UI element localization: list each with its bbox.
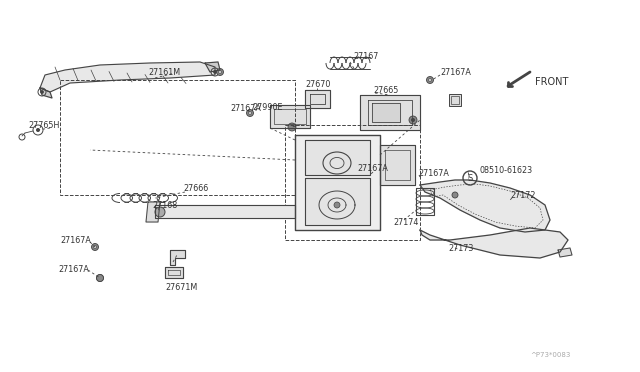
Circle shape bbox=[155, 207, 165, 217]
Text: 27665: 27665 bbox=[373, 86, 398, 94]
Polygon shape bbox=[170, 250, 185, 265]
Polygon shape bbox=[305, 178, 370, 225]
Circle shape bbox=[36, 128, 40, 132]
Polygon shape bbox=[165, 267, 183, 278]
Polygon shape bbox=[380, 145, 415, 185]
Circle shape bbox=[288, 123, 296, 131]
Text: 27167: 27167 bbox=[353, 51, 378, 61]
Circle shape bbox=[93, 246, 97, 248]
Text: 27671M: 27671M bbox=[165, 282, 197, 292]
Polygon shape bbox=[420, 180, 550, 232]
Circle shape bbox=[218, 71, 221, 74]
Polygon shape bbox=[40, 62, 215, 92]
Polygon shape bbox=[420, 228, 568, 258]
Circle shape bbox=[40, 90, 44, 93]
Circle shape bbox=[411, 118, 415, 122]
Polygon shape bbox=[360, 95, 420, 130]
Text: S: S bbox=[467, 173, 472, 183]
Text: 27173: 27173 bbox=[448, 244, 474, 253]
Polygon shape bbox=[155, 205, 295, 218]
Circle shape bbox=[97, 275, 104, 282]
Text: 27765H: 27765H bbox=[28, 121, 60, 129]
Text: 27666: 27666 bbox=[183, 183, 208, 192]
Circle shape bbox=[99, 276, 102, 279]
Circle shape bbox=[367, 171, 374, 179]
Polygon shape bbox=[372, 103, 400, 122]
Polygon shape bbox=[270, 105, 310, 128]
Text: 27167A: 27167A bbox=[60, 235, 91, 244]
Bar bbox=[451, 96, 459, 104]
Circle shape bbox=[246, 109, 253, 116]
Circle shape bbox=[97, 275, 104, 282]
Circle shape bbox=[409, 116, 417, 124]
Circle shape bbox=[248, 112, 252, 115]
Bar bbox=[60, 80, 295, 195]
Bar bbox=[285, 125, 420, 240]
Text: 27167A: 27167A bbox=[418, 169, 449, 177]
Circle shape bbox=[334, 202, 340, 208]
Circle shape bbox=[426, 77, 433, 83]
Text: 27161M: 27161M bbox=[148, 67, 180, 77]
Text: 27990E: 27990E bbox=[252, 103, 282, 112]
Polygon shape bbox=[305, 90, 330, 108]
Text: 27167A: 27167A bbox=[357, 164, 388, 173]
Text: 27167A: 27167A bbox=[58, 266, 89, 275]
Polygon shape bbox=[146, 202, 160, 222]
Polygon shape bbox=[40, 88, 52, 98]
Text: 27172: 27172 bbox=[510, 190, 536, 199]
Text: 27174: 27174 bbox=[393, 218, 419, 227]
Text: ^P73*0083: ^P73*0083 bbox=[530, 352, 570, 358]
Text: 08510-61623: 08510-61623 bbox=[480, 166, 533, 174]
Polygon shape bbox=[205, 62, 220, 72]
Circle shape bbox=[452, 192, 458, 198]
Text: 27670: 27670 bbox=[305, 80, 330, 89]
Polygon shape bbox=[295, 135, 380, 230]
Text: 27167A: 27167A bbox=[230, 103, 261, 112]
Text: 27168: 27168 bbox=[152, 201, 177, 209]
Circle shape bbox=[369, 173, 371, 176]
Polygon shape bbox=[558, 248, 572, 257]
Circle shape bbox=[429, 78, 431, 81]
Circle shape bbox=[92, 244, 99, 250]
Bar bbox=[449, 94, 461, 106]
Circle shape bbox=[214, 71, 216, 74]
Text: 27167A: 27167A bbox=[440, 67, 471, 77]
Polygon shape bbox=[305, 140, 370, 175]
Text: FRONT: FRONT bbox=[535, 77, 568, 87]
Circle shape bbox=[216, 68, 223, 76]
